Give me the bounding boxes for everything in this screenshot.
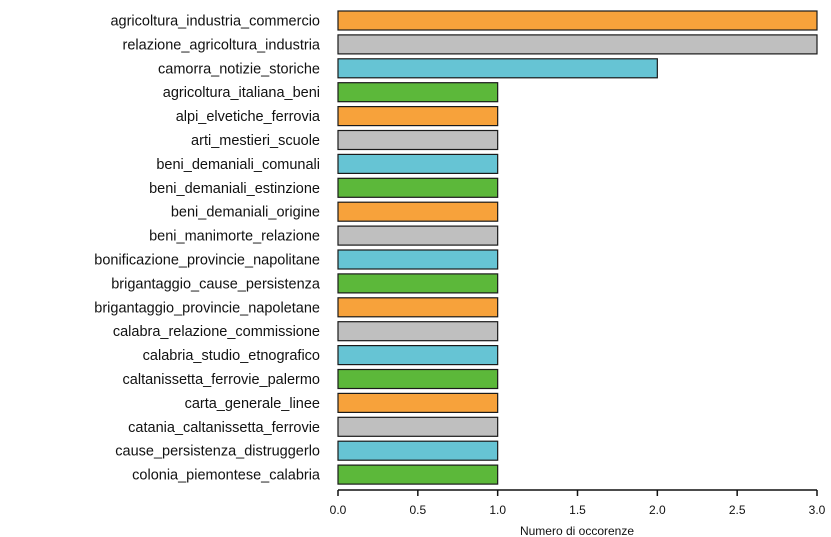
x-tick-label: 1.5: [569, 503, 586, 517]
category-label: arti_mestieri_scuole: [191, 133, 320, 149]
bar-brigantaggio_provincie_napoletane: [337, 297, 499, 318]
bar-bonificazione_provincie_napolitane: [337, 249, 499, 270]
category-label: colonia_piemontese_calabria: [132, 468, 321, 484]
x-tick-label: 0.5: [409, 503, 426, 517]
category-label: cause_persistenza_distruggerlo: [115, 444, 320, 460]
category-label: caltanissetta_ferrovie_palermo: [123, 372, 320, 388]
bar-calabra_relazione_commissione: [337, 321, 499, 342]
bar-cause_persistenza_distruggerlo: [337, 440, 499, 461]
bar-arti_mestieri_scuole: [337, 129, 499, 151]
category-label: alpi_elvetiche_ferrovia: [176, 109, 321, 125]
category-label: calabria_studio_etnografico: [143, 348, 320, 364]
bar-brigantaggio_cause_persistenza: [337, 273, 499, 294]
category-label: brigantaggio_cause_persistenza: [111, 276, 321, 292]
bar-beni_manimorte_relazione: [337, 225, 499, 246]
category-label: calabra_relazione_commissione: [113, 324, 320, 340]
bars-group: [337, 10, 818, 485]
bar-colonia_piemontese_calabria: [337, 464, 499, 485]
x-axis-title: Numero di occorenze: [520, 524, 634, 537]
category-label: catania_caltanissetta_ferrovie: [128, 420, 320, 436]
category-label: relazione_agricoltura_industria: [123, 37, 321, 53]
category-label: agricoltura_italiana_beni: [163, 85, 320, 101]
bar-alpi_elvetiche_ferrovia: [337, 105, 499, 127]
category-label: bonificazione_provincie_napolitane: [94, 253, 320, 269]
x-axis: 0.0 0.5 1.0 1.5 2.0 2.5 3.0: [330, 489, 826, 517]
bar-carta_generale_linee: [337, 392, 499, 413]
category-label: beni_manimorte_relazione: [149, 229, 320, 245]
x-tick-label: 1.0: [489, 503, 506, 517]
bar-beni_demaniali_estinzione: [337, 177, 499, 198]
category-label: camorra_notizie_storiche: [158, 61, 320, 77]
x-tick-label: 3.0: [809, 503, 826, 517]
bar-calabria_studio_etnografico: [337, 345, 499, 366]
x-tick-label: 0.0: [330, 503, 347, 517]
category-label: agricoltura_industria_commercio: [110, 14, 320, 30]
bar-beni_demaniali_origine: [337, 201, 499, 222]
bar-camorra_notizie_storiche: [337, 58, 658, 79]
bar-beni_demaniali_comunali: [337, 153, 499, 174]
category-label: beni_demaniali_origine: [171, 205, 320, 221]
bar-catania_caltanissetta_ferrovie: [337, 416, 499, 437]
category-labels: agricoltura_industria_commercio relazione…: [94, 14, 321, 484]
bar-relazione_agricoltura_industria: [337, 34, 818, 55]
category-label: beni_demaniali_estinzione: [149, 181, 320, 197]
bar-agricoltura_italiana_beni: [337, 82, 499, 103]
bar-caltanissetta_ferrovie_palermo: [337, 368, 499, 390]
category-label: brigantaggio_provincie_napoletane: [94, 300, 320, 316]
x-tick-label: 2.5: [729, 503, 746, 517]
x-tick-label: 2.0: [649, 503, 666, 517]
bar-agricoltura_industria_commercio: [337, 10, 818, 31]
category-label: carta_generale_linee: [185, 396, 320, 412]
category-label: beni_demaniali_comunali: [156, 157, 320, 173]
